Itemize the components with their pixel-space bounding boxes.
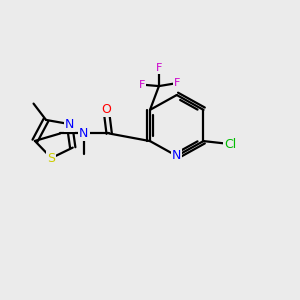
Text: F: F [156, 63, 162, 73]
Text: F: F [174, 78, 180, 88]
Text: N: N [79, 127, 88, 140]
Text: S: S [47, 152, 56, 164]
Text: Cl: Cl [224, 138, 236, 151]
Text: F: F [139, 80, 145, 90]
Text: O: O [101, 103, 111, 116]
Text: N: N [65, 118, 74, 130]
Text: N: N [172, 149, 182, 162]
